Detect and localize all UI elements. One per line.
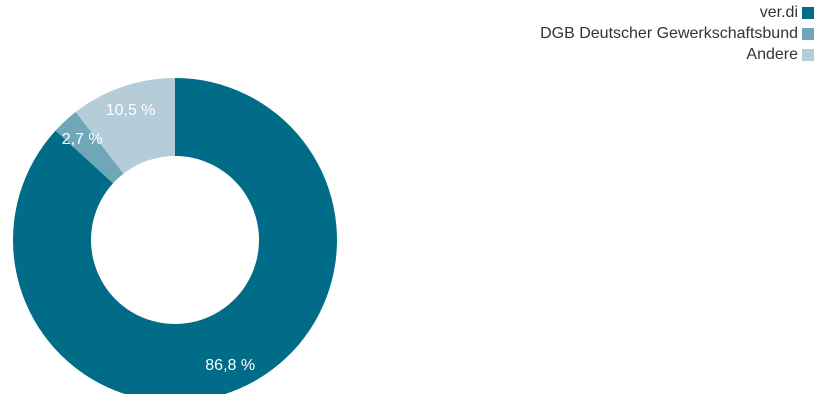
legend-item-2: Andere xyxy=(540,44,814,65)
legend-label: DGB Deutscher Gewerkschaftsbund xyxy=(540,24,798,42)
donut-slice-0 xyxy=(13,78,337,394)
donut-slice-1 xyxy=(55,111,124,184)
legend-item-0: ver.di xyxy=(540,2,814,23)
legend-swatch xyxy=(802,48,814,61)
slice-label-0: 86,8 % xyxy=(205,357,255,374)
slice-label-1: 2,7 % xyxy=(62,131,103,148)
donut-slice-2 xyxy=(75,78,175,174)
legend-item-1: DGB Deutscher Gewerkschaftsbund xyxy=(540,23,814,44)
legend-swatch xyxy=(802,6,814,19)
chart-legend: ver.di DGB Deutscher Gewerkschaftsbund And… xyxy=(540,2,814,65)
slice-label-2: 10,5 % xyxy=(106,102,156,119)
legend-label: Andere xyxy=(746,45,798,63)
legend-swatch xyxy=(802,27,814,40)
legend-label: ver.di xyxy=(759,3,798,21)
